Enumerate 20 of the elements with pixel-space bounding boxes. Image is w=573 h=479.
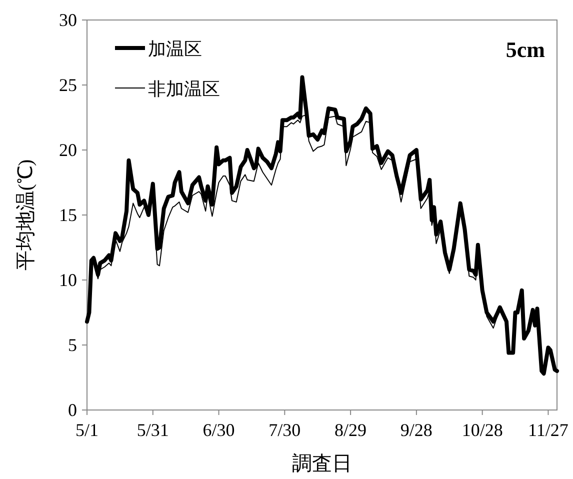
x-tick-label: 11/27 (528, 420, 568, 440)
annotation: 5cm (506, 37, 545, 62)
x-tick-label: 5/31 (136, 420, 169, 440)
x-tick-label: 8/29 (334, 420, 367, 440)
legend-label: 加温区 (148, 39, 202, 59)
x-tick-label: 9/28 (400, 420, 432, 440)
y-tick-label: 5 (68, 335, 77, 355)
x-tick-label: 7/30 (268, 420, 301, 440)
y-tick-label: 15 (59, 205, 77, 225)
legend-label: 非加温区 (148, 79, 220, 99)
x-tick-label: 10/28 (462, 420, 503, 440)
x-axis-title: 調査日 (292, 453, 352, 475)
y-tick-label: 25 (59, 75, 77, 95)
x-tick-label: 6/30 (202, 420, 235, 440)
y-tick-label: 0 (68, 400, 77, 420)
x-tick-label: 5/1 (75, 420, 99, 440)
y-tick-label: 10 (59, 270, 77, 290)
y-axis-title: 平均地温(℃) (15, 159, 37, 271)
y-tick-label: 30 (59, 10, 77, 30)
y-tick-label: 20 (59, 140, 77, 160)
